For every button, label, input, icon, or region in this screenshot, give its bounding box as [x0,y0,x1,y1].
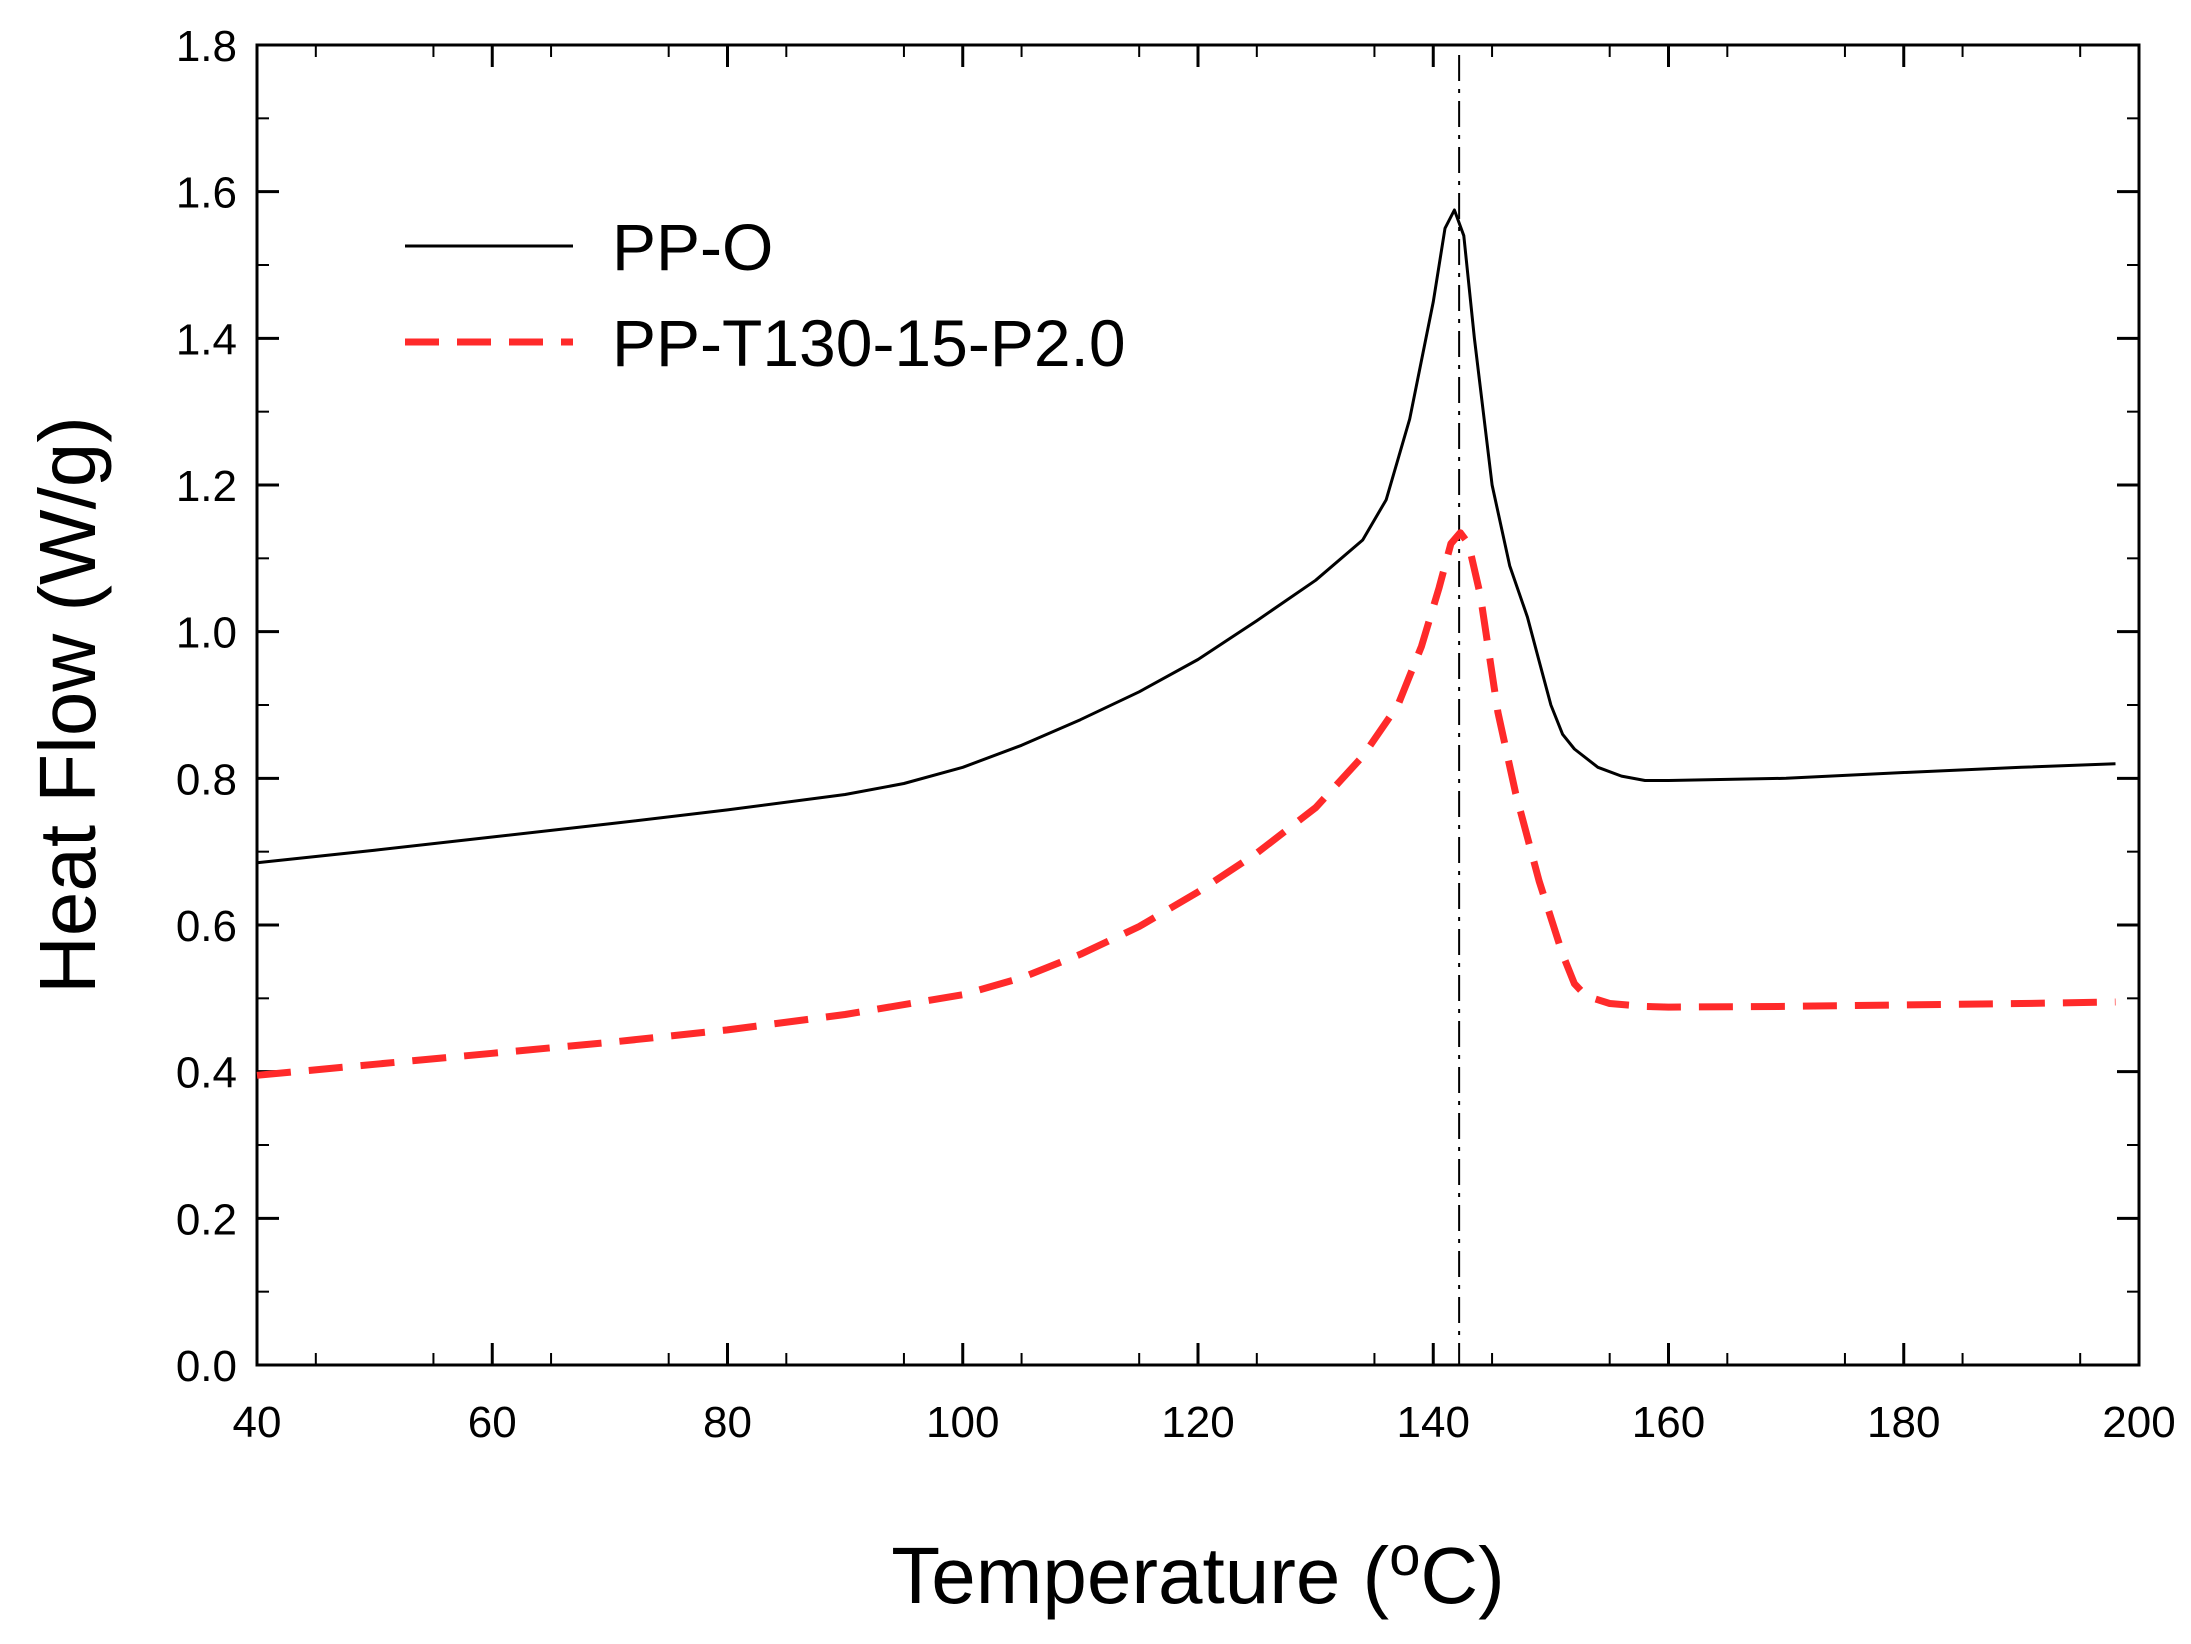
y-tick-label-0.0: 0.0 [176,1342,237,1391]
series-line-pp-o [256,208,2116,865]
y-tick-label-0.8: 0.8 [176,755,237,804]
y-tick-label-1.4: 1.4 [176,315,237,364]
y-tick-label-1.2: 1.2 [176,462,237,511]
x-tick-label-180: 180 [1867,1398,1940,1447]
y-tick-label-1.6: 1.6 [176,169,237,218]
plot-frame-layer [255,43,2141,1367]
series-layer [256,208,2116,1079]
y-tick-label-0.4: 0.4 [176,1049,237,1098]
plot-frame [255,43,2141,1367]
x-tick-label-100: 100 [926,1398,999,1447]
y-tick-label-1.8: 1.8 [176,22,237,71]
y-tick-label-0.6: 0.6 [176,902,237,951]
legend: PP-O PP-T130-15-P2.0 [405,210,1126,380]
x-tick-label-40: 40 [233,1398,282,1447]
x-tick-label-120: 120 [1161,1398,1234,1447]
y-tick-label-0.2: 0.2 [176,1195,237,1244]
x-axis-title-main: Temperature ( [891,1531,1389,1620]
legend-label-pp-o: PP-O [612,210,773,284]
x-tick-label-160: 160 [1632,1398,1705,1447]
ticks-layer: 40 60 80 100 120 140 160 180 200 0.0 0.2 0.4 0.6 0.8 1… [176,22,2176,1447]
y-axis-title: Heat Flow (W/g) [23,416,112,994]
legend-label-pp-t130: PP-T130-15-P2.0 [612,306,1126,380]
x-tick-label-200: 200 [2102,1398,2175,1447]
x-tick-label-60: 60 [468,1398,517,1447]
x-axis-title-suffix: C) [1420,1531,1504,1620]
series-line-pp-t130-15-p2-0 [256,529,2116,1079]
y-tick-label-1.0: 1.0 [176,609,237,658]
x-axis-title: Temperature (oC) [891,1524,1505,1620]
x-axis-title-superscript: o [1389,1524,1420,1587]
x-tick-label-140: 140 [1397,1398,1470,1447]
x-tick-label-80: 80 [703,1398,752,1447]
